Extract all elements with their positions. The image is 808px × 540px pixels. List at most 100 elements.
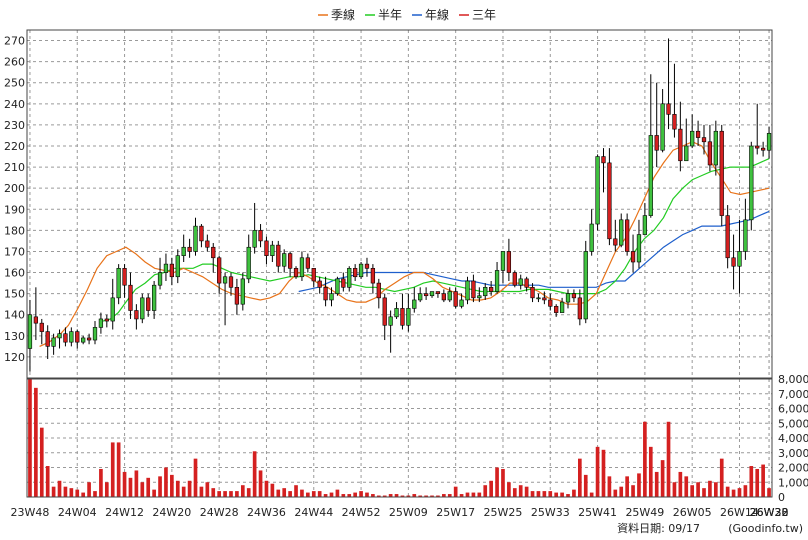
- candle-body: [45, 331, 50, 347]
- candle-body: [193, 225, 198, 252]
- volume-bar: [376, 495, 381, 497]
- volume-bar: [566, 494, 570, 497]
- volume-bar: [235, 491, 239, 497]
- volume-bar: [530, 491, 535, 497]
- x-tick-label: 25W33: [531, 506, 570, 519]
- volume-bar: [731, 489, 736, 497]
- volume-tick-label: 1,000: [778, 476, 808, 489]
- legend: 季線 半年 年線 三年: [318, 7, 496, 22]
- candle-body: [323, 287, 328, 301]
- candle-body: [423, 293, 429, 297]
- volume-bar: [81, 492, 86, 497]
- candle-body: [601, 156, 606, 164]
- volume-bar: [465, 492, 470, 497]
- volume-bar: [199, 486, 204, 497]
- candle-body: [98, 318, 104, 328]
- candle-body: [151, 284, 157, 311]
- volume-bar: [353, 492, 357, 497]
- candle-body: [707, 141, 713, 166]
- candle-body: [217, 257, 222, 284]
- candle-body: [27, 314, 33, 349]
- volume-bar: [28, 379, 32, 497]
- volume-bar: [294, 485, 298, 497]
- candle-body: [577, 297, 582, 320]
- volume-bar: [93, 491, 97, 497]
- volume-bar: [382, 495, 387, 497]
- candle-body: [104, 318, 109, 322]
- volume-bar: [690, 485, 695, 497]
- volume-bar: [258, 470, 263, 497]
- footer-source: (Goodinfo.tw): [728, 522, 803, 535]
- candle-body: [642, 215, 648, 235]
- x-tick-label: 25W25: [484, 506, 523, 519]
- candle-body: [483, 287, 488, 297]
- candle-body: [672, 114, 677, 130]
- volume-bar: [341, 494, 346, 497]
- volume-bar: [648, 446, 653, 497]
- candle-body: [737, 251, 742, 267]
- volume-bar: [755, 468, 760, 497]
- candle-body: [489, 287, 494, 292]
- volume-bar: [146, 477, 151, 497]
- volume-bar: [737, 488, 742, 497]
- volume-bar: [767, 488, 771, 497]
- volume-bar: [335, 489, 340, 497]
- candle-body: [500, 251, 506, 271]
- volume-bar: [447, 494, 452, 497]
- volume-bar: [501, 468, 505, 497]
- volume-bar: [713, 482, 718, 497]
- candle-body: [418, 293, 423, 301]
- candle-body: [571, 293, 577, 299]
- volume-bar: [637, 473, 641, 497]
- volume-bar: [578, 458, 582, 497]
- candle-body: [619, 219, 624, 246]
- volume-bar: [601, 449, 606, 497]
- candle-body: [347, 268, 352, 288]
- volume-bar: [205, 482, 210, 497]
- price-tick-label: 200: [4, 182, 25, 195]
- candle-body: [181, 246, 186, 256]
- candle-body: [39, 322, 44, 332]
- candle-body: [157, 272, 163, 286]
- volume-bar: [524, 486, 529, 497]
- price-tick-label: 190: [4, 203, 25, 216]
- candle-body: [695, 130, 701, 138]
- legend-label: 年線: [425, 7, 449, 22]
- moving-average-lines: [39, 141, 770, 347]
- volume-bar: [69, 488, 74, 497]
- volume-tick-label: 8,000: [778, 373, 808, 386]
- volume-bar: [424, 495, 428, 497]
- price-tick-label: 250: [4, 77, 25, 90]
- volume-bar: [276, 489, 281, 497]
- volume-bar: [288, 491, 292, 497]
- candle-body: [33, 316, 39, 324]
- candle-body: [518, 278, 523, 286]
- volume-bar: [229, 491, 233, 497]
- candle-body: [465, 280, 470, 301]
- volume-bar: [240, 485, 245, 497]
- candle-body: [211, 246, 216, 259]
- volume-bar: [152, 489, 156, 497]
- legend-label: 季線: [331, 7, 355, 22]
- candle-body: [81, 337, 86, 343]
- candle-body: [364, 263, 370, 269]
- price-tick-label: 220: [4, 140, 25, 153]
- volume-bar: [264, 480, 269, 497]
- x-tick-label: 24W36: [247, 506, 286, 519]
- price-axis: 120 130 140 150 160 170 180 190 200 210 220 230 240 2…: [4, 35, 25, 364]
- volume-bar: [104, 482, 109, 497]
- volume-bar: [702, 488, 706, 497]
- candle-body: [625, 219, 630, 252]
- volume-bar: [572, 489, 576, 497]
- volume-bar: [619, 486, 624, 497]
- price-tick-label: 150: [4, 288, 25, 301]
- volume-bar: [347, 494, 352, 497]
- x-tick-label: 25W49: [625, 506, 664, 519]
- volume-bar: [678, 471, 683, 497]
- volume-bar: [282, 488, 287, 497]
- x-tick-label: 24W28: [200, 506, 239, 519]
- candle-body: [116, 268, 121, 299]
- volume-bar: [453, 486, 458, 497]
- volume-bar: [134, 470, 139, 497]
